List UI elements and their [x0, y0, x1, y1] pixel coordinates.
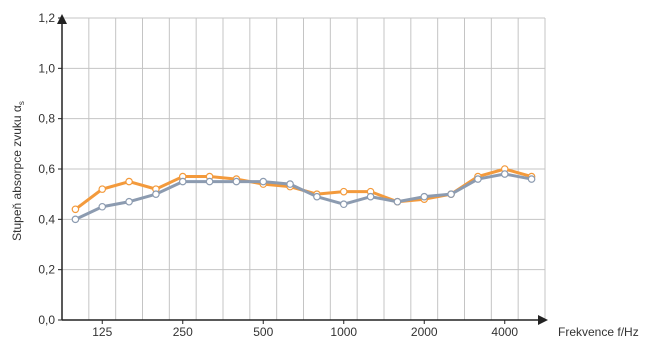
y-axis-title: Stupeň absorpce zvuku αs	[10, 101, 26, 241]
series-2-point	[420, 192, 429, 201]
series-2-point	[152, 190, 160, 198]
series-2-point	[178, 177, 187, 186]
y-tick-label: 0,4	[38, 212, 55, 226]
series-1-point	[339, 187, 348, 196]
y-axis-title-subscript: s	[17, 101, 26, 105]
series-2-point	[313, 192, 321, 201]
y-axis-arrow	[57, 14, 67, 24]
x-tick-label: 500	[253, 325, 273, 339]
y-tick-label: 0,8	[38, 112, 55, 126]
series-2-point	[71, 215, 80, 224]
x-tick-label: 250	[173, 325, 193, 339]
x-tick-label: 2000	[411, 325, 438, 339]
series-2-point	[366, 192, 375, 201]
series-2-point	[259, 177, 268, 186]
y-tick-label: 1,0	[38, 61, 55, 75]
x-tick-label: 1000	[330, 325, 357, 339]
series-2-point	[339, 200, 348, 209]
series-1-point	[98, 185, 107, 193]
grid	[62, 17, 546, 320]
series-2-point	[500, 170, 509, 178]
y-tick-label: 0,0	[38, 313, 55, 327]
series-2-point	[447, 190, 455, 198]
series-2-line	[74, 172, 532, 221]
labels-layer: Frekvence f/Hz Stupeň absorpce zvuku αs …	[10, 11, 639, 339]
series-2-point	[527, 175, 536, 183]
series-layer	[71, 165, 536, 224]
x-tick-label: 125	[92, 325, 112, 339]
y-tick-label: 0,6	[38, 162, 55, 176]
y-tick-label: 1,2	[38, 11, 55, 25]
series-1-point	[125, 177, 133, 186]
series-2-point	[286, 180, 294, 188]
y-tick-label: 0,2	[38, 263, 55, 277]
series-2-point	[205, 177, 214, 186]
series-2-point	[393, 197, 402, 206]
series-1-point	[71, 205, 80, 214]
y-axis-title-main: Stupeň absorpce zvuku α	[10, 105, 24, 241]
axes	[57, 14, 548, 325]
x-axis-title: Frekvence f/Hz	[558, 325, 639, 339]
series-2-point	[232, 177, 241, 186]
series-2-point	[98, 202, 107, 211]
x-tick-label: 4000	[491, 325, 518, 339]
series-2-point	[474, 175, 482, 183]
x-axis-arrow	[538, 315, 548, 325]
series-2-point	[125, 197, 133, 206]
